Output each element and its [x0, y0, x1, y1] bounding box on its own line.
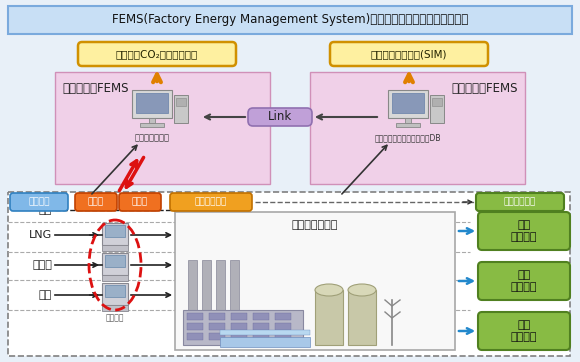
Bar: [275, 333, 291, 340]
Bar: [183, 310, 303, 345]
Text: Link: Link: [268, 110, 292, 123]
Text: 最適化運転制御: 最適化運転制御: [135, 133, 169, 142]
Bar: [275, 323, 291, 330]
Bar: [392, 93, 424, 113]
Bar: [105, 285, 125, 297]
FancyBboxPatch shape: [75, 193, 117, 211]
Bar: [432, 98, 442, 106]
Bar: [430, 95, 444, 123]
Bar: [136, 93, 168, 113]
Bar: [231, 323, 247, 330]
Text: オフラインFEMS: オフラインFEMS: [451, 82, 518, 95]
Text: オンラインFEMS: オンラインFEMS: [62, 82, 129, 95]
Text: 測定値: 測定値: [88, 198, 104, 206]
Text: 運用管理業務支援(SIM): 運用管理業務支援(SIM): [371, 49, 447, 59]
Bar: [275, 313, 291, 320]
Bar: [102, 305, 128, 311]
Bar: [396, 123, 420, 127]
Bar: [102, 283, 128, 305]
Bar: [102, 245, 128, 251]
Bar: [231, 313, 247, 320]
Bar: [230, 260, 239, 310]
Bar: [220, 337, 310, 347]
Text: 工場
電力負荷: 工場 電力負荷: [511, 220, 537, 242]
FancyBboxPatch shape: [248, 108, 312, 126]
FancyBboxPatch shape: [478, 262, 570, 300]
Text: 工場自家発設備: 工場自家発設備: [292, 220, 338, 230]
Bar: [175, 212, 455, 350]
Bar: [105, 225, 125, 237]
FancyBboxPatch shape: [478, 212, 570, 250]
Bar: [187, 323, 203, 330]
Bar: [102, 275, 128, 281]
Bar: [253, 313, 269, 320]
Bar: [174, 95, 188, 123]
Bar: [187, 333, 203, 340]
Bar: [55, 72, 270, 184]
Text: 廃棄物: 廃棄物: [32, 260, 52, 270]
FancyBboxPatch shape: [476, 193, 564, 211]
Bar: [216, 260, 225, 310]
Bar: [8, 6, 572, 34]
Bar: [202, 260, 211, 310]
Bar: [188, 260, 197, 310]
Bar: [105, 255, 125, 267]
Text: 買電: 買電: [39, 205, 52, 215]
Text: 指令値: 指令値: [132, 198, 148, 206]
Text: 見える化・運転計画・運用DB: 見える化・運転計画・運用DB: [375, 133, 441, 142]
Bar: [231, 333, 247, 340]
Ellipse shape: [315, 284, 343, 296]
Text: FEMS(Factory Energy Management System)：工場エネルギー管理システム: FEMS(Factory Energy Management System)：工…: [112, 13, 468, 26]
FancyBboxPatch shape: [170, 193, 252, 211]
Bar: [209, 313, 225, 320]
Bar: [348, 290, 376, 345]
Bar: [310, 72, 525, 184]
Bar: [140, 123, 164, 127]
FancyBboxPatch shape: [330, 42, 488, 66]
Bar: [102, 223, 128, 245]
Text: 制御装置: 制御装置: [106, 313, 124, 322]
Bar: [8, 192, 570, 356]
FancyBboxPatch shape: [478, 312, 570, 350]
Bar: [315, 290, 343, 345]
Ellipse shape: [348, 284, 376, 296]
Bar: [253, 333, 269, 340]
Bar: [176, 98, 186, 106]
Bar: [388, 90, 428, 118]
Bar: [209, 323, 225, 330]
Bar: [220, 330, 310, 335]
Text: 工場
低圧蒸気: 工場 低圧蒸気: [511, 320, 537, 342]
Bar: [405, 118, 411, 123]
FancyBboxPatch shape: [78, 42, 236, 66]
Text: 設備特性情報: 設備特性情報: [195, 198, 227, 206]
Text: 重油: 重油: [39, 290, 52, 300]
Bar: [209, 333, 225, 340]
Text: コスト・CO₂最適運転制御: コスト・CO₂最適運転制御: [116, 49, 198, 59]
Text: LNG: LNG: [29, 230, 52, 240]
Bar: [253, 323, 269, 330]
Text: 電熱需要情報: 電熱需要情報: [504, 198, 536, 206]
Bar: [149, 118, 155, 123]
Bar: [132, 90, 172, 118]
FancyBboxPatch shape: [119, 193, 161, 211]
Text: 工場
高圧蒸気: 工場 高圧蒸気: [511, 270, 537, 292]
Bar: [187, 313, 203, 320]
Bar: [102, 253, 128, 275]
FancyBboxPatch shape: [10, 193, 68, 211]
Text: 燃料情報: 燃料情報: [28, 198, 50, 206]
